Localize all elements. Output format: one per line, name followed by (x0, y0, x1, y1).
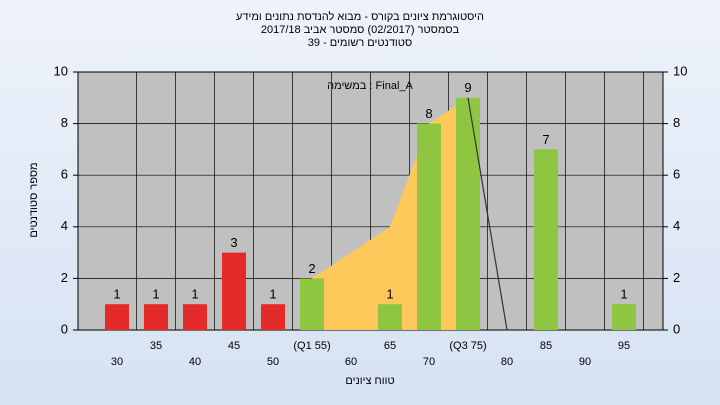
data-label: 1 (269, 287, 276, 302)
x-tick-label: 65 (384, 340, 396, 352)
x-tick-label: 95 (618, 340, 630, 352)
y-tick-label: 10 (54, 63, 68, 78)
x-tick-label: 60 (345, 356, 357, 368)
y2-tick-label: 8 (673, 115, 680, 130)
data-label: 7 (542, 132, 549, 147)
bar (183, 304, 207, 330)
y2-tick-label: 10 (673, 63, 687, 78)
y-axis-label: מספר סטודנטים (28, 162, 40, 237)
y-tick-label: 4 (61, 218, 68, 233)
bar (300, 278, 324, 330)
data-label: 1 (191, 287, 198, 302)
x-tick-label: 85 (540, 340, 552, 352)
x-tick-label: 35 (150, 340, 162, 352)
y-tick-label: 0 (61, 321, 68, 336)
y-tick-label: 8 (61, 115, 68, 130)
data-label: 8 (425, 106, 432, 121)
data-label: 1 (386, 287, 393, 302)
x-tick-label: 40 (189, 356, 201, 368)
title-line: סטודנטים רשומים - 39 (308, 37, 412, 49)
bar (534, 149, 558, 330)
x-tick-label: 45 (228, 340, 240, 352)
y2-tick-label: 6 (673, 167, 680, 182)
data-label: 3 (230, 235, 237, 250)
bar (222, 252, 246, 330)
x-tick-label: 30 (111, 356, 123, 368)
x-tick-label: 50 (267, 356, 279, 368)
line (467, 97, 508, 331)
x-tick-label: 90 (579, 356, 591, 368)
data-label: 1 (620, 287, 627, 302)
data-label: 1 (152, 287, 159, 302)
bar (612, 304, 636, 330)
bar (144, 304, 168, 330)
y2-tick-label: 4 (673, 218, 680, 233)
data-label: 2 (308, 261, 315, 276)
x-tick-label: (Q3 75) (449, 340, 486, 352)
y2-tick-label: 2 (673, 270, 680, 285)
title-line: היסטוגרמת ציונים בקורס - מבוא להנדסת נתו… (236, 10, 484, 23)
x-tick-label: 70 (423, 356, 435, 368)
bar (378, 304, 402, 330)
y-tick-label: 6 (61, 167, 68, 182)
x-axis-label: טווח ציונים (345, 375, 394, 387)
title-line: בסמסטר (02/2017) סמסטר אביב 2017/18 (261, 24, 460, 36)
bar (261, 304, 285, 330)
bar (417, 123, 441, 330)
bar (456, 97, 480, 330)
y2-tick-label: 0 (673, 321, 680, 336)
x-tick-label: (Q1 55) (293, 340, 330, 352)
x-tick-label: 80 (501, 356, 513, 368)
data-label: 9 (464, 80, 471, 95)
data-label: 1 (113, 287, 120, 302)
y-tick-label: 2 (61, 270, 68, 285)
bar (105, 304, 129, 330)
